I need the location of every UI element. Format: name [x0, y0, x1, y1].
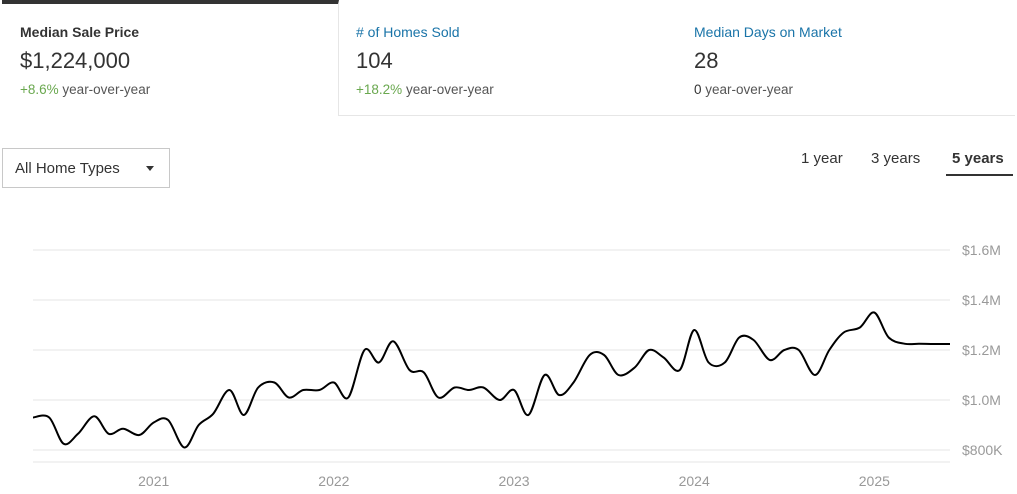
x-tick-label: 2025: [859, 473, 890, 489]
y-tick-label: $1.4M: [962, 292, 1001, 308]
y-tick-label: $1.0M: [962, 392, 1001, 408]
metric-tabs: Median Sale Price $1,224,000 +8.6% year-…: [0, 0, 1017, 116]
tab-value: 28: [694, 48, 719, 73]
x-tick-label: 2021: [138, 473, 169, 489]
tab-title: # of Homes Sold: [356, 24, 460, 40]
tab-change: 0 year-over-year: [694, 82, 793, 97]
x-tick-label: 2023: [498, 473, 529, 489]
tab-homes-sold[interactable]: # of Homes Sold 104 +18.2% year-over-yea…: [338, 0, 676, 116]
y-tick-label: $800K: [962, 442, 1003, 458]
tab-title: Median Days on Market: [694, 24, 842, 40]
tab-title: Median Sale Price: [20, 24, 140, 40]
change-suffix: year-over-year: [705, 82, 794, 97]
active-range-underline: [946, 174, 1013, 176]
tab-change: +8.6% year-over-year: [20, 82, 150, 97]
home-type-dropdown[interactable]: All Home Types: [2, 148, 170, 188]
change-suffix: year-over-year: [405, 82, 494, 97]
change-suffix: year-over-year: [62, 82, 151, 97]
tab-median-days-on-market[interactable]: Median Days on Market 28 0 year-over-yea…: [676, 0, 1015, 116]
x-tick-label: 2024: [679, 473, 710, 489]
y-tick-label: $1.2M: [962, 342, 1001, 358]
tab-value: $1,224,000: [20, 48, 131, 73]
caret-down-icon: [146, 166, 154, 171]
tab-value: 104: [356, 48, 393, 73]
change-value: +8.6%: [20, 82, 59, 97]
range-3-years[interactable]: 3 years: [871, 150, 921, 167]
y-tick-label: $1.6M: [962, 242, 1001, 258]
change-value: 0: [694, 82, 702, 97]
median-price-line: [32, 311, 950, 449]
x-tick-label: 2022: [318, 473, 349, 489]
tabs-divider: [338, 115, 1015, 116]
tab-change: +18.2% year-over-year: [356, 82, 494, 97]
tab-median-sale-price[interactable]: Median Sale Price $1,224,000 +8.6% year-…: [2, 0, 339, 116]
change-value: +18.2%: [356, 82, 403, 97]
price-line-chart: $1.6M $1.4M $1.2M $1.0M $800K 2021 2022 2023 202…: [32, 242, 1003, 489]
range-5-years[interactable]: 5 years: [952, 150, 1004, 167]
home-type-selected: All Home Types: [15, 160, 120, 177]
range-1-year[interactable]: 1 year: [801, 150, 843, 167]
